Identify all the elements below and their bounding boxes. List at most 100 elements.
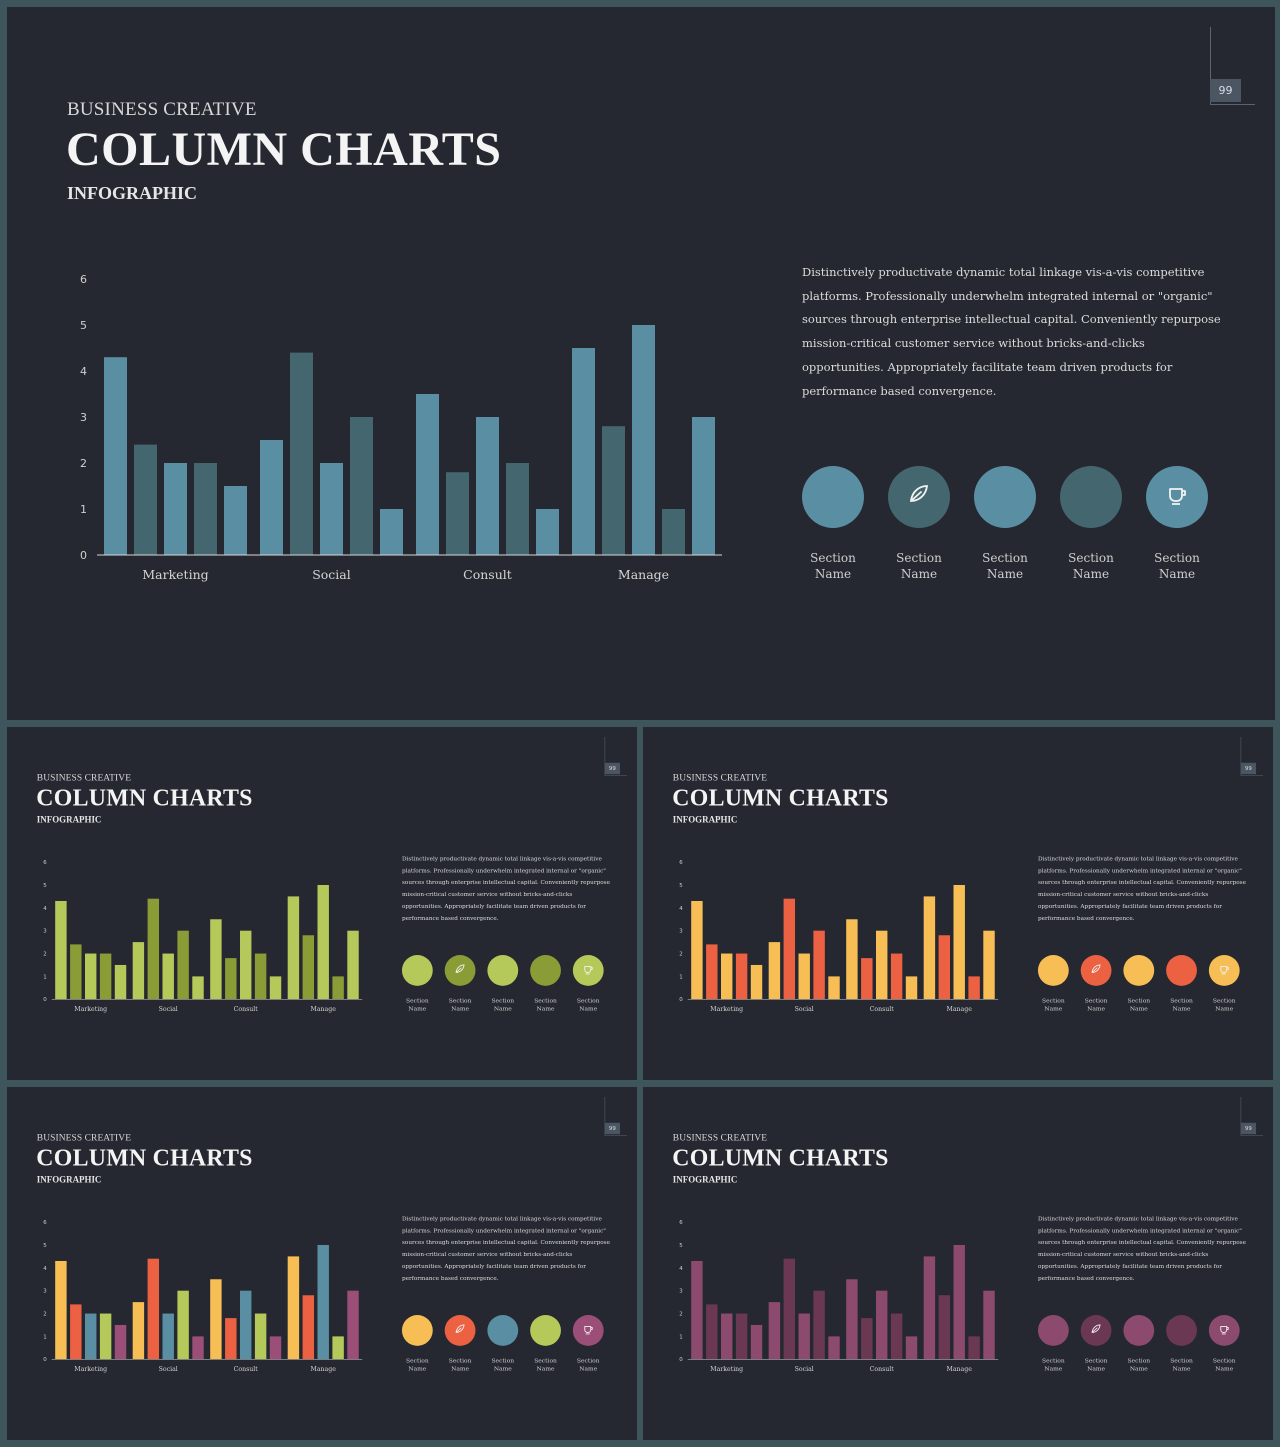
section-label-line2: Name: [1087, 1365, 1106, 1373]
section-label-1: Section Name: [397, 1357, 437, 1373]
bar-consult-2: [861, 958, 873, 1000]
bar-consult-5: [269, 976, 282, 1000]
slide-kicker: BUSINESS CREATIVE: [672, 772, 768, 784]
section-circle-2: [444, 955, 476, 986]
bar-consult-2: [225, 958, 237, 1000]
slide-title: COLUMN CHARTS: [36, 784, 253, 811]
section-label-line1: Section: [1212, 997, 1236, 1005]
bar-social-3: [162, 1313, 174, 1360]
section-label-2: Section Name: [879, 550, 959, 582]
y-tick-label: 2: [43, 1312, 46, 1318]
bar-social-3: [798, 953, 810, 1000]
cup-glyph-icon: [1218, 1322, 1231, 1338]
y-tick-label: 1: [43, 1334, 46, 1340]
section-label-4: Section Name: [526, 1357, 566, 1373]
section-circle-5: [1208, 955, 1240, 986]
section-circle-4: [530, 955, 561, 986]
description-text: Distinctively productivate dynamic total…: [401, 855, 610, 922]
slide-main-blue: 99 BUSINESS CREATIVE COLUMN CHARTS INFOG…: [7, 7, 1275, 720]
section-circle-5: [572, 1315, 604, 1346]
y-tick-label: 3: [43, 1289, 47, 1295]
slide-multicolor: 99 BUSINESS CREATIVE COLUMN CHARTS INFOG…: [7, 1087, 637, 1440]
bar-manage-1: [287, 1256, 300, 1360]
section-label-line2: Name: [451, 1005, 470, 1013]
section-label-line1: Section: [534, 997, 557, 1005]
y-tick-label: 0: [80, 549, 87, 562]
bar-consult-1: [846, 919, 858, 1000]
bar-social-1: [768, 1302, 781, 1360]
slide-kicker: BUSINESS CREATIVE: [36, 772, 132, 784]
column-chart: 0 1 2 3 4 5 6 Marketing Social Consult Manage: [80, 273, 722, 582]
bar-marketing-4: [99, 1313, 112, 1360]
section-circle-2: [888, 466, 950, 528]
bar-consult-3: [239, 930, 252, 1000]
x-category-label: Consult: [234, 1366, 259, 1373]
slide-kicker: BUSINESS CREATIVE: [36, 1132, 132, 1144]
x-category-label: Consult: [870, 1366, 895, 1373]
bar-social-5: [192, 976, 204, 1000]
section-circle-1: [1037, 955, 1069, 986]
bar-manage-4: [332, 1336, 344, 1360]
bar-marketing-5: [224, 486, 247, 555]
bar-manage-4: [968, 976, 980, 1000]
section-label-line2: Name: [579, 1005, 598, 1013]
section-label-1: Section Name: [793, 550, 873, 582]
bar-social-4: [813, 930, 825, 1000]
slide-title: COLUMN CHARTS: [672, 784, 889, 811]
section-label-4: Section Name: [1051, 550, 1131, 582]
slide-purple: 99 BUSINESS CREATIVE COLUMN CHARTS INFOG…: [643, 1087, 1273, 1440]
x-category-label: Manage: [311, 1366, 337, 1373]
y-tick-label: 6: [43, 860, 47, 866]
bar-consult-3: [875, 1290, 888, 1360]
bar-manage-4: [332, 976, 344, 1000]
section-label-line1: Section: [810, 551, 856, 565]
section-label-1: Section Name: [397, 997, 437, 1013]
bar-social-3: [798, 1313, 810, 1360]
section-label-line1: Section: [1084, 997, 1108, 1005]
bar-marketing-3: [720, 1313, 733, 1360]
section-label-line2: Name: [1172, 1365, 1191, 1373]
bar-social-3: [162, 953, 174, 1000]
section-label-line1: Section: [1042, 1357, 1065, 1365]
section-label-line2: Name: [1044, 1005, 1063, 1013]
y-tick-label: 4: [43, 1266, 47, 1272]
column-chart: 0 1 2 3 4 5 6 Marketing Social Consult Manage: [679, 860, 999, 1013]
section-label-1: Section Name: [1033, 1357, 1073, 1373]
page-number: 99: [604, 1122, 621, 1135]
section-label-line1: Section: [448, 1357, 472, 1365]
y-tick-label: 4: [679, 1266, 683, 1272]
bar-marketing-3: [84, 953, 97, 1000]
y-tick-label: 4: [679, 906, 683, 912]
section-label-1: Section Name: [1033, 997, 1073, 1013]
bar-social-1: [132, 942, 145, 1000]
leaf-glyph-icon: [454, 962, 467, 978]
x-category-label: Consult: [870, 1006, 895, 1013]
y-tick-label: 4: [43, 906, 47, 912]
bar-social-4: [177, 930, 189, 1000]
section-label-line2: Name: [1172, 1005, 1191, 1013]
y-tick-label: 1: [679, 1334, 682, 1340]
bar-marketing-1: [104, 357, 127, 555]
column-chart: 0 1 2 3 4 5 6 Marketing Social Consult Manage: [43, 860, 363, 1013]
bar-consult-3: [476, 417, 499, 555]
page-number: 99: [1240, 762, 1257, 775]
section-label-2: Section Name: [440, 997, 480, 1013]
section-label-line1: Section: [1154, 551, 1200, 565]
section-label-line2: Name: [1129, 1365, 1148, 1373]
y-tick-label: 2: [43, 952, 46, 958]
leaf-glyph-icon: [454, 1322, 467, 1338]
leaf-glyph-icon: [1090, 1322, 1103, 1338]
section-label-line1: Section: [448, 997, 472, 1005]
bar-consult-2: [446, 472, 469, 555]
y-tick-label: 5: [43, 1243, 46, 1249]
bar-social-4: [177, 1290, 189, 1360]
y-tick-label: 5: [43, 883, 46, 889]
x-category-label: Social: [795, 1006, 814, 1013]
x-category-label: Manage: [311, 1006, 337, 1013]
section-circle-1: [401, 955, 433, 986]
y-tick-label: 5: [80, 319, 87, 332]
slide-kicker: BUSINESS CREATIVE: [67, 99, 257, 120]
y-tick-label: 1: [679, 974, 682, 980]
section-label-3: Section Name: [1119, 997, 1159, 1013]
section-label-2: Section Name: [440, 1357, 480, 1373]
